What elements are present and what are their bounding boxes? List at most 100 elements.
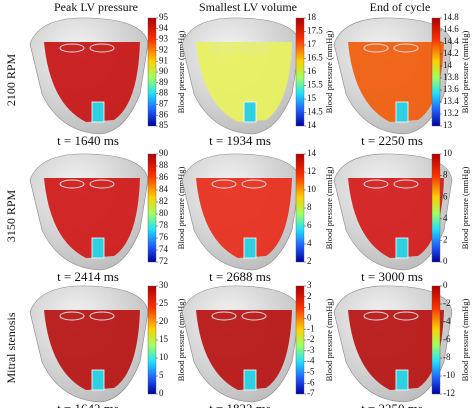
time-label: t = 1642 ms bbox=[57, 401, 119, 408]
colorbar-tick-label: -1 bbox=[307, 323, 315, 333]
colorbar-tick-label: -4 bbox=[307, 356, 315, 366]
time-label: t = 2414 ms bbox=[57, 269, 119, 284]
colorbar-tick-label: 4 bbox=[443, 213, 448, 223]
panel: t = 1934 ms 18 17.5 17 16.5 16 15.5 15 14.5 14 Blo… bbox=[181, 12, 334, 148]
colorbar-label: Blood pressure (mmHg) bbox=[176, 31, 186, 114]
lv-volume bbox=[196, 42, 292, 122]
valve bbox=[89, 311, 115, 321]
time-label: t = 1934 ms bbox=[209, 133, 271, 148]
valve bbox=[59, 43, 85, 53]
colorbar-tick-label: -2 bbox=[443, 298, 451, 308]
valve bbox=[89, 43, 115, 53]
colorbar-tick-label: 16.5 bbox=[307, 53, 323, 63]
colorbar-tick-label: 14 bbox=[307, 120, 317, 130]
colorbar-tick-label: -3 bbox=[307, 345, 315, 355]
colorbar-tick-label: 8 bbox=[307, 202, 312, 212]
valve bbox=[241, 43, 267, 53]
colorbar-tick-label: 2 bbox=[307, 291, 312, 301]
colorbar-tick-label: 14.2 bbox=[443, 48, 459, 58]
colorbar-tick-label: 20 bbox=[159, 316, 169, 326]
colorbar-tick-label: 0 bbox=[307, 312, 312, 322]
colorbar-tick-label: 13.4 bbox=[443, 96, 459, 106]
inlet bbox=[91, 369, 105, 391]
colorbar-tick-label: 88 bbox=[159, 88, 169, 98]
valve bbox=[59, 311, 85, 321]
inlet bbox=[91, 101, 105, 123]
colorbar-tick-label: 86 bbox=[159, 172, 169, 182]
inlet bbox=[395, 237, 409, 259]
colorbar-tick-label: 88 bbox=[159, 160, 169, 170]
colorbar bbox=[295, 153, 305, 263]
panel: t = 1642 ms 30 25 20 15 10 5 0 Blood pressure (m… bbox=[29, 280, 186, 408]
inlet bbox=[243, 369, 257, 391]
colorbar-tick-label: 18 bbox=[307, 12, 317, 22]
colorbar-tick-label: 30 bbox=[159, 280, 169, 290]
colorbar-tick-label: 15 bbox=[159, 334, 169, 344]
time-label: t = 3000 ms bbox=[361, 269, 423, 284]
colorbar-tick-label: -5 bbox=[307, 366, 315, 376]
colorbar-tick-label: 92 bbox=[159, 44, 168, 54]
inlet bbox=[395, 101, 409, 123]
colorbar-tick-label: 6 bbox=[443, 191, 448, 201]
colorbar-tick-label: -6 bbox=[307, 377, 315, 387]
valve bbox=[393, 179, 419, 189]
colorbar-tick-label: 17 bbox=[307, 39, 317, 49]
colorbar-tick-label: -2 bbox=[307, 334, 315, 344]
colorbar-tick-label: 10 bbox=[307, 184, 317, 194]
inlet bbox=[243, 237, 257, 259]
colorbar-label: Blood pressure (mmHg) bbox=[324, 299, 334, 382]
valve bbox=[363, 179, 389, 189]
colorbar bbox=[431, 17, 441, 127]
valve bbox=[211, 179, 237, 189]
colorbar-tick-label: -6 bbox=[443, 334, 451, 344]
colorbar-tick-label: 90 bbox=[159, 66, 169, 76]
colorbar-tick-label: 74 bbox=[159, 244, 169, 254]
row-label: 2100 RPM bbox=[4, 54, 18, 107]
colorbar-tick-label: 82 bbox=[159, 196, 168, 206]
colorbar-tick-label: 4 bbox=[307, 238, 312, 248]
colorbar-tick-label: 6 bbox=[307, 220, 312, 230]
colorbar-tick-label: 76 bbox=[159, 232, 169, 242]
colorbar-tick-label: 1 bbox=[307, 302, 312, 312]
colorbar-tick-label: 0 bbox=[159, 388, 164, 398]
colorbar-tick-label: -4 bbox=[443, 316, 451, 326]
colorbar-tick-label: 5 bbox=[159, 370, 164, 380]
colorbar-tick-label: 84 bbox=[159, 184, 169, 194]
lv-volume bbox=[44, 42, 140, 122]
valve bbox=[393, 43, 419, 53]
colorbar-tick-label: 86 bbox=[159, 109, 169, 119]
colorbar-tick-label: 14 bbox=[443, 60, 453, 70]
colorbar-label: Blood pressure (mmHg) bbox=[460, 167, 470, 250]
colorbar-label: Blood pressure (mmHg) bbox=[176, 299, 186, 382]
colorbar-tick-label: 14.8 bbox=[443, 12, 459, 22]
colorbar-tick-label: 14 bbox=[307, 148, 317, 158]
colorbar-label: Blood pressure (mmHg) bbox=[324, 31, 334, 114]
lv-volume bbox=[196, 310, 292, 390]
valve bbox=[241, 179, 267, 189]
colorbar-tick-label: 80 bbox=[159, 208, 169, 218]
valve bbox=[393, 311, 419, 321]
colorbar bbox=[147, 285, 157, 395]
colorbar-tick-label: -12 bbox=[443, 388, 455, 398]
colorbar-tick-label: 3 bbox=[307, 280, 312, 290]
valve bbox=[363, 43, 389, 53]
colorbar-tick-label: 14.5 bbox=[307, 107, 323, 117]
colorbar bbox=[431, 285, 441, 395]
inlet bbox=[91, 237, 105, 259]
colorbar-tick-label: 87 bbox=[159, 98, 169, 108]
lv-volume bbox=[44, 178, 140, 258]
colorbar-tick-label: 14.6 bbox=[443, 24, 459, 34]
colorbar-tick-label: 13.6 bbox=[443, 84, 459, 94]
colorbar-tick-label: -10 bbox=[443, 370, 455, 380]
panel: t = 2250 ms 0 -2 -4 -6 -8 -10 -12 Blood pressure… bbox=[333, 280, 470, 408]
colorbar-tick-label: 2 bbox=[307, 256, 312, 266]
valve bbox=[89, 179, 115, 189]
colorbar-tick-label: -8 bbox=[443, 352, 451, 362]
colorbar-label: Blood pressure (mmHg) bbox=[460, 31, 470, 114]
colorbar-tick-label: 94 bbox=[159, 23, 169, 33]
colorbar-tick-label: 15 bbox=[307, 93, 317, 103]
colorbar-tick-label: 15.5 bbox=[307, 80, 323, 90]
